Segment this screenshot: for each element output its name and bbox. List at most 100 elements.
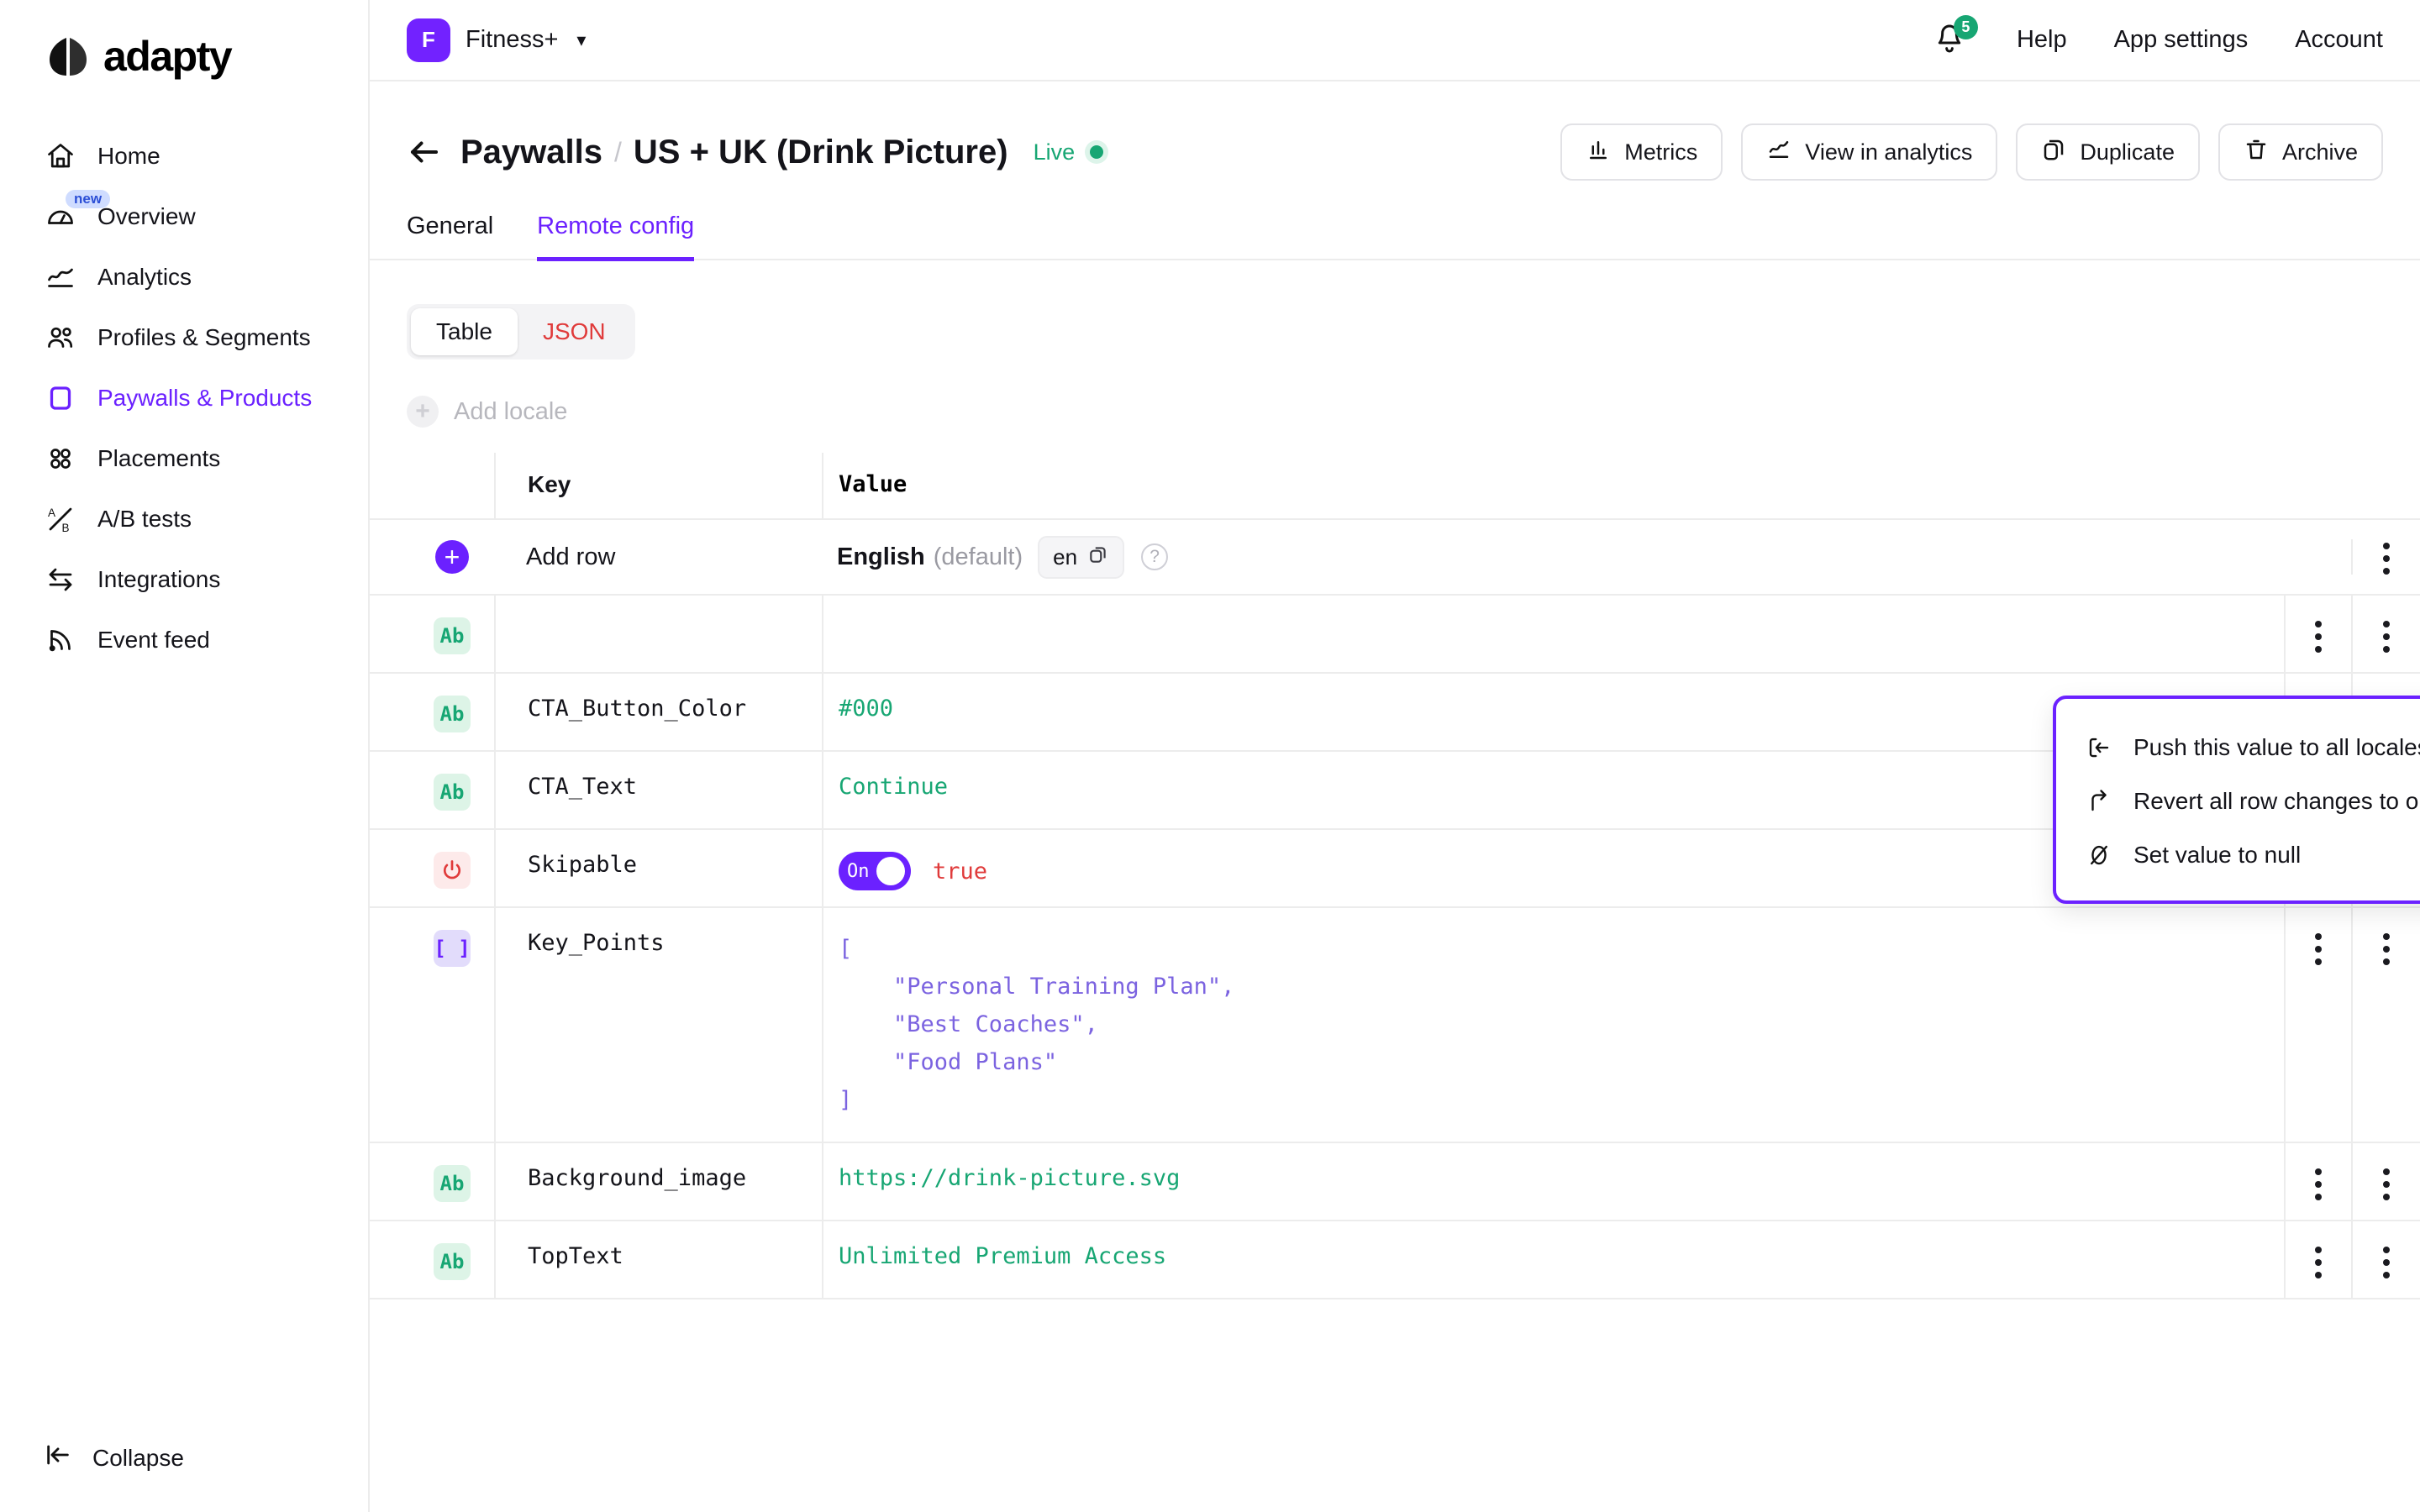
- value-type-badge: [ ]: [434, 930, 471, 967]
- page-tabs: General Remote config: [370, 213, 2420, 261]
- page-actions: Metrics View in analytics Duplicate: [1560, 123, 2383, 181]
- value-type-badge: Ab: [434, 774, 471, 811]
- row-options-menu-button[interactable]: [2383, 617, 2390, 672]
- sidebar-item-paywalls-products[interactable]: Paywalls & Products: [0, 368, 368, 428]
- value-type-badge: Ab: [434, 1165, 471, 1202]
- sidebar-item-profiles-segments[interactable]: Profiles & Segments: [0, 307, 368, 368]
- tab-remote-config[interactable]: Remote config: [537, 213, 695, 261]
- row-key[interactable]: TopText: [528, 1243, 623, 1269]
- profiles-icon: [44, 321, 77, 354]
- sidebar-item-label: Home: [97, 143, 160, 169]
- column-header-key: Key: [528, 471, 571, 497]
- row-value[interactable]: [ "Personal Training Plan", "Best Coache…: [839, 936, 1235, 1114]
- view-in-analytics-button[interactable]: View in analytics: [1741, 123, 1998, 181]
- revert-arrow-icon: [2085, 789, 2113, 814]
- collapse-sidebar-button[interactable]: Collapse: [44, 1441, 184, 1475]
- sidebar-item-label: Placements: [97, 445, 221, 471]
- copy-icon: [1087, 543, 1109, 571]
- sidebar-nav: Home new Overview Analytics Profiles: [0, 126, 368, 670]
- bar-chart-icon: [1586, 137, 1611, 168]
- question-mark-icon[interactable]: ?: [1141, 543, 1169, 570]
- locale-name: English: [837, 543, 925, 570]
- add-row-and-locale-row: + Add row English (default) en ?: [370, 520, 2420, 596]
- sidebar-item-label: Overview: [97, 203, 196, 229]
- row-value[interactable]: https://drink-picture.svg: [839, 1165, 1181, 1191]
- help-link[interactable]: Help: [2016, 26, 2067, 53]
- toggle-knob: [876, 857, 905, 885]
- metrics-button[interactable]: Metrics: [1560, 123, 1723, 181]
- app-name-label: Fitness+: [466, 26, 559, 53]
- column-header-value: Value: [839, 471, 908, 497]
- menu-item-push-to-all-locales[interactable]: Push this value to all locales: [2056, 721, 2420, 774]
- row-options-menu-button[interactable]: [2383, 1243, 2390, 1298]
- sidebar-item-overview[interactable]: new Overview: [0, 186, 368, 247]
- value-options-menu-button[interactable]: [2315, 1165, 2322, 1220]
- row-key[interactable]: Background_image: [528, 1165, 747, 1191]
- locale-default-suffix: (default): [933, 543, 1023, 570]
- view-mode-table[interactable]: Table: [411, 308, 518, 355]
- add-locale-button[interactable]: + Add locale: [407, 396, 2420, 428]
- row-key[interactable]: Skipable: [528, 852, 638, 878]
- push-to-locales-icon: [2085, 735, 2113, 760]
- row-value[interactable]: Unlimited Premium Access: [839, 1243, 1167, 1269]
- menu-item-label: Revert all row changes to original value…: [2133, 788, 2420, 814]
- app-settings-link[interactable]: App settings: [2113, 26, 2249, 53]
- home-icon: [44, 139, 77, 173]
- sidebar-item-label: Integrations: [97, 566, 221, 592]
- breadcrumb-root[interactable]: Paywalls: [460, 133, 603, 171]
- menu-item-label: Set value to null: [2133, 842, 2302, 868]
- brand-logo[interactable]: adapty: [0, 0, 368, 81]
- duplicate-button[interactable]: Duplicate: [2016, 123, 2200, 181]
- row-key[interactable]: CTA_Text: [528, 774, 638, 800]
- table-row: Ab CTA_Text Continue: [370, 752, 2420, 830]
- chevron-down-icon: ▾: [576, 29, 587, 50]
- plus-icon: +: [407, 396, 439, 428]
- account-link[interactable]: Account: [2295, 26, 2383, 53]
- add-row-label[interactable]: Add row: [526, 543, 616, 570]
- sidebar-item-event-feed[interactable]: Event feed: [0, 610, 368, 670]
- menu-item-set-value-to-null[interactable]: Set value to null: [2056, 828, 2420, 882]
- status-label: Live: [1033, 139, 1076, 165]
- value-options-menu-button[interactable]: [2315, 930, 2322, 1142]
- add-locale-label: Add locale: [454, 397, 568, 425]
- menu-item-revert-row-changes[interactable]: Revert all row changes to original value…: [2056, 774, 2420, 828]
- archive-button[interactable]: Archive: [2217, 123, 2383, 181]
- table-header-row: Key Value: [370, 453, 2420, 520]
- row-options-menu-button[interactable]: [2383, 1165, 2390, 1220]
- status-badge: Live: [1034, 139, 1109, 165]
- integrations-icon: [44, 563, 77, 596]
- paywalls-icon: [44, 381, 77, 415]
- back-arrow-icon[interactable]: [407, 134, 442, 170]
- sidebar-item-label: Event feed: [97, 627, 210, 653]
- sidebar: adapty Home new Overview Analytic: [0, 0, 370, 1512]
- notifications-count-badge: 5: [1953, 14, 1978, 39]
- value-options-menu-button[interactable]: [2315, 1243, 2322, 1298]
- row-key[interactable]: Key_Points: [528, 930, 665, 956]
- row-key[interactable]: CTA_Button_Color: [528, 696, 747, 722]
- toggle-state-label: On: [847, 860, 870, 882]
- boolean-toggle[interactable]: On: [839, 852, 911, 890]
- view-mode-json[interactable]: JSON: [542, 318, 606, 344]
- row-value[interactable]: #000: [839, 696, 894, 722]
- event-feed-icon: [44, 623, 77, 657]
- collapse-label: Collapse: [92, 1444, 184, 1471]
- sidebar-item-placements[interactable]: Placements: [0, 428, 368, 489]
- sidebar-item-home[interactable]: Home: [0, 126, 368, 186]
- row-options-menu-button[interactable]: [2383, 539, 2390, 575]
- value-options-menu-button[interactable]: [2315, 617, 2322, 672]
- status-dot-icon: [1085, 140, 1109, 164]
- app-switcher[interactable]: F Fitness+ ▾: [407, 18, 586, 62]
- locale-code-chip[interactable]: en: [1038, 535, 1125, 579]
- row-value[interactable]: Continue: [839, 774, 949, 800]
- tab-general[interactable]: General: [407, 213, 494, 239]
- row-options-menu-button[interactable]: [2383, 930, 2390, 1142]
- add-row-plus-icon[interactable]: +: [435, 540, 469, 574]
- overview-icon: [44, 200, 77, 234]
- table-row: Ab Background_image https://drink-pictur…: [370, 1143, 2420, 1221]
- sidebar-item-analytics[interactable]: Analytics: [0, 247, 368, 307]
- notifications-button[interactable]: 5: [1933, 14, 1978, 59]
- sidebar-item-integrations[interactable]: Integrations: [0, 549, 368, 610]
- locale-code-label: en: [1053, 543, 1078, 570]
- svg-text:B: B: [62, 522, 70, 534]
